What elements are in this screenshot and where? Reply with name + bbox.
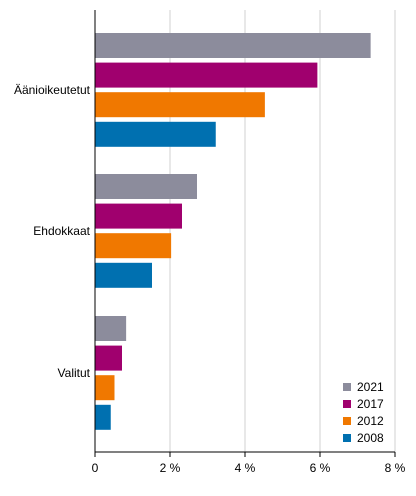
bar-2017	[95, 345, 122, 371]
category-label: Äänioikeutetut	[14, 83, 91, 97]
axes: 0 2 % 4 % 6 % 8 % Äänioikeutetut Ehdokkaat Vali…	[14, 10, 406, 475]
legend-swatch-2021	[343, 383, 351, 391]
bar-2021	[95, 174, 197, 199]
legend-label: 2008	[357, 431, 384, 445]
x-tick-label: 2 %	[160, 461, 181, 475]
x-tick-label: 6 %	[310, 461, 331, 475]
bar-2008	[95, 262, 152, 288]
x-tick-label: 4 %	[235, 461, 256, 475]
bar-2021	[95, 316, 127, 341]
legend-label: 2017	[357, 397, 384, 411]
legend-swatch-2017	[343, 400, 351, 408]
bars	[95, 33, 371, 430]
x-tick-label: 8 %	[385, 461, 406, 475]
legend-label: 2012	[357, 414, 384, 428]
legend: 2021 2017 2012 2008	[343, 380, 384, 445]
bar-2017	[95, 203, 182, 229]
legend-swatch-2012	[343, 417, 351, 425]
x-tick-label: 0	[92, 461, 99, 475]
bar-2012	[95, 233, 172, 259]
category-label: Valitut	[58, 366, 91, 380]
category-label: Ehdokkaat	[33, 224, 90, 238]
bar-2008	[95, 121, 216, 147]
legend-swatch-2008	[343, 434, 351, 442]
bar-2012	[95, 92, 265, 118]
bar-2012	[95, 375, 115, 401]
bar-2017	[95, 62, 318, 88]
bar-2008	[95, 404, 111, 430]
bar-2021	[95, 33, 371, 58]
legend-label: 2021	[357, 380, 384, 394]
